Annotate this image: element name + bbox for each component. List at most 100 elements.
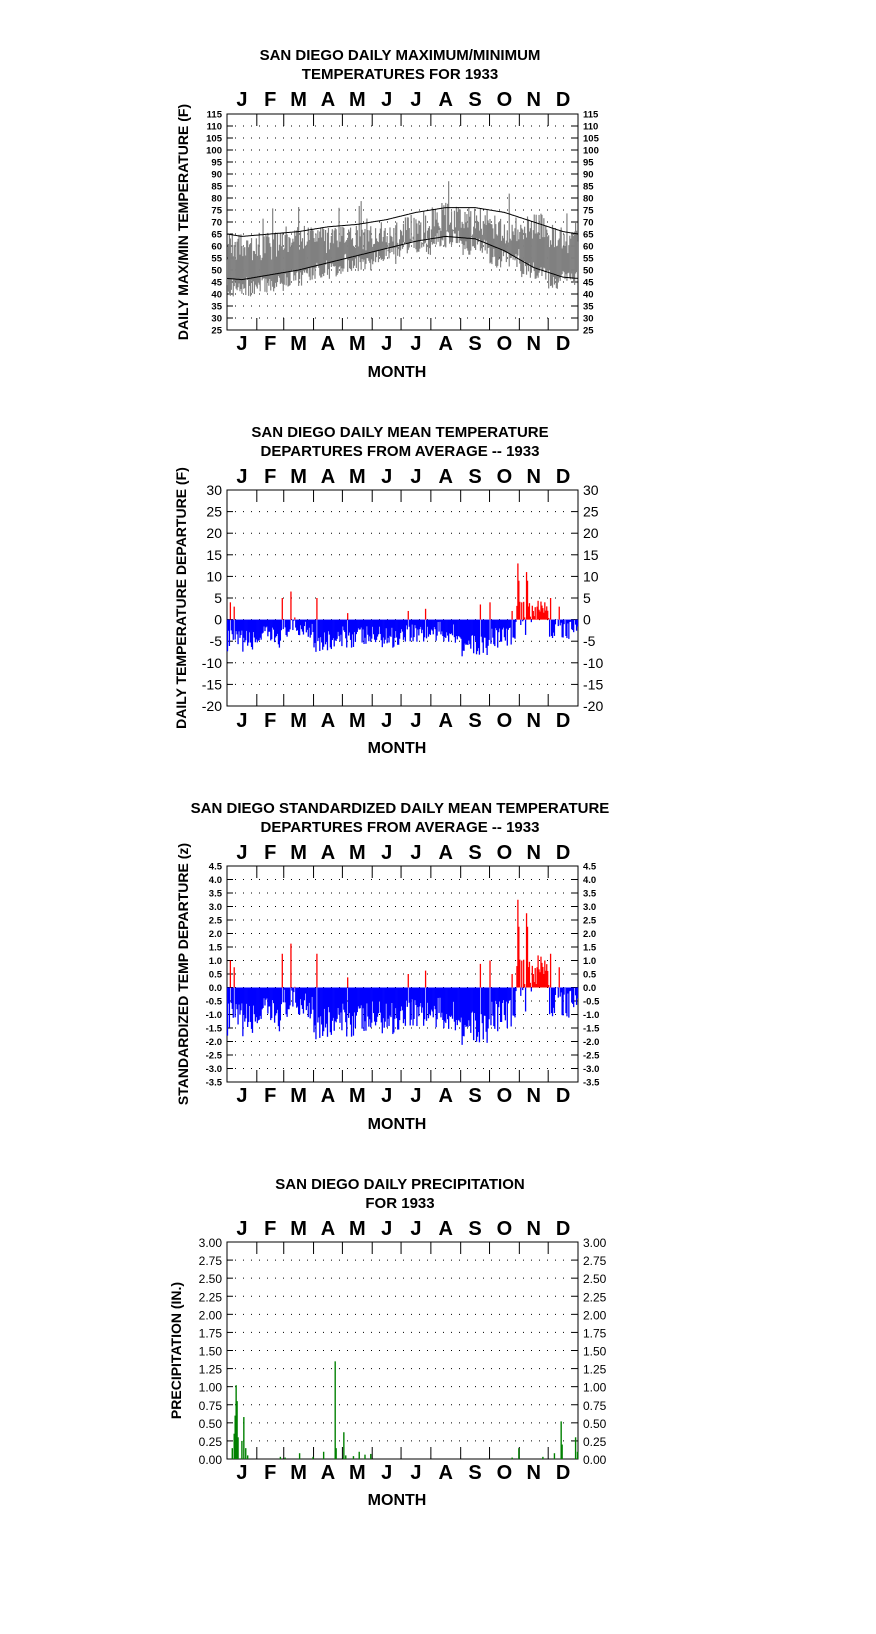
y-tick-label-right: 65 (583, 230, 594, 241)
y-tick-label-right: 1.25 (583, 1363, 607, 1377)
month-label-bottom: M (349, 1462, 366, 1484)
y-tick-label-left: 0.75 (199, 1399, 223, 1413)
month-label-bottom: J (410, 1462, 421, 1484)
y-tick-label-right: 100 (583, 146, 599, 157)
y-tick-label-left: 2.50 (199, 1272, 223, 1286)
y-tick-label-right: 20 (583, 525, 599, 541)
y-tick-label-right: 90 (583, 170, 594, 181)
y-tick-label-right: 2.00 (583, 1308, 607, 1322)
chart-title-line: FOR 1933 (365, 1195, 434, 1212)
y-tick-label-left: 35 (211, 302, 222, 313)
y-tick-label-left: -3.0 (206, 1064, 222, 1075)
y-tick-label-left: 25 (211, 326, 222, 337)
month-label-top: J (410, 89, 421, 111)
y-tick-label-left: 1.25 (199, 1363, 223, 1377)
y-tick-label-left: 3.0 (209, 902, 222, 913)
y-tick-label-left: 2.75 (199, 1254, 223, 1268)
month-label-top: D (556, 1218, 570, 1240)
month-label-top: M (349, 842, 366, 864)
y-tick-label-left: -5 (210, 633, 223, 649)
y-tick-label-right: 5 (583, 590, 591, 606)
y-tick-label-right: 25 (583, 326, 594, 337)
y-tick-label-right: -10 (583, 655, 603, 671)
y-tick-label-right: 2.75 (583, 1254, 607, 1268)
month-label-bottom: A (439, 710, 453, 732)
y-tick-label-right: 0.5 (583, 970, 597, 981)
month-label-top: D (556, 466, 570, 488)
month-label-top: S (468, 466, 481, 488)
y-tick-label-left: 5 (214, 590, 222, 606)
month-label-top: A (321, 89, 335, 111)
y-tick-label-left: 1.75 (199, 1326, 223, 1340)
y-tick-label-right: 110 (583, 122, 598, 133)
month-label-bottom: N (527, 710, 541, 732)
departure-chart: SAN DIEGO DAILY MEAN TEMPERATURE DEPARTUR… (173, 424, 603, 757)
month-label-bottom: O (497, 1085, 513, 1107)
y-tick-label-left: -3.5 (206, 1078, 223, 1089)
month-label-top: J (381, 466, 392, 488)
y-tick-label-left: 1.0 (209, 956, 222, 967)
month-label-bottom: M (349, 1085, 366, 1107)
y-tick-label-left: 95 (211, 158, 222, 169)
departure-bars (226, 899, 579, 1045)
departure-bars (226, 563, 579, 657)
y-tick-label-right: -0.5 (583, 997, 600, 1008)
month-label-top: J (236, 1218, 247, 1240)
month-label-bottom: N (527, 1462, 541, 1484)
month-label-top: M (290, 466, 307, 488)
month-label-bottom: M (349, 333, 366, 355)
month-label-top: S (468, 89, 481, 111)
y-tick-label-right: 15 (583, 547, 599, 563)
month-label-bottom: N (527, 1085, 541, 1107)
standardized-chart: SAN DIEGO STANDARDIZED DAILY MEAN TEMPER… (175, 800, 609, 1133)
y-tick-label-right: -3.5 (583, 1078, 600, 1089)
month-label-bottom: A (439, 1462, 453, 1484)
y-tick-label-left: 0.50 (199, 1417, 223, 1431)
y-tick-label-right: 30 (583, 482, 599, 498)
y-tick-label-left: 70 (211, 218, 222, 229)
y-tick-label-right: -1.0 (583, 1010, 599, 1021)
month-label-top: F (264, 1218, 276, 1240)
month-label-bottom: F (264, 710, 276, 732)
y-tick-label-right: 50 (583, 266, 594, 277)
month-label-bottom: S (468, 1085, 481, 1107)
precip-bars (231, 1361, 579, 1459)
y-tick-label-right: -20 (583, 698, 603, 714)
month-label-bottom: D (556, 333, 570, 355)
maxmin-chart: SAN DIEGO DAILY MAXIMUM/MINIMUM TEMPERATU… (175, 47, 600, 381)
y-tick-label-left: 90 (211, 170, 222, 181)
y-tick-label-right: 105 (583, 134, 600, 145)
y-tick-label-right: 1.5 (583, 943, 597, 954)
y-tick-label-right: -2.0 (583, 1037, 599, 1048)
month-label-bottom: F (264, 1085, 276, 1107)
month-label-top: D (556, 842, 570, 864)
y-tick-label-left: 0.00 (199, 1453, 223, 1467)
y-tick-label-right: 1.0 (583, 956, 596, 967)
month-label-bottom: O (497, 710, 513, 732)
y-tick-label-right: 55 (583, 254, 594, 265)
y-tick-label-right: 95 (583, 158, 594, 169)
y-tick-label-left: 0.25 (199, 1435, 223, 1449)
month-label-bottom: D (556, 1462, 570, 1484)
y-tick-label-right: 1.50 (583, 1345, 607, 1359)
y-tick-label-right: -5 (583, 633, 596, 649)
y-tick-label-left: 30 (206, 482, 222, 498)
y-tick-label-left: 45 (211, 278, 222, 289)
month-label-bottom: M (290, 710, 307, 732)
y-tick-label-left: 2.25 (199, 1290, 223, 1304)
y-tick-label-right: 4.0 (583, 875, 596, 886)
chart-title-line: SAN DIEGO DAILY MAXIMUM/MINIMUM (260, 47, 541, 64)
month-label-bottom: M (349, 710, 366, 732)
month-label-bottom: A (439, 333, 453, 355)
month-label-top: O (497, 1218, 513, 1240)
month-label-top: M (349, 1218, 366, 1240)
y-tick-label-left: 85 (211, 182, 222, 193)
month-label-bottom: S (468, 333, 481, 355)
month-label-bottom: M (290, 333, 307, 355)
y-tick-label-left: 2.0 (209, 929, 222, 940)
month-label-bottom: N (527, 333, 541, 355)
y-tick-label-right: -3.0 (583, 1064, 599, 1075)
month-label-top: A (439, 466, 453, 488)
normal-max-line (226, 207, 579, 237)
month-label-top: O (497, 466, 513, 488)
